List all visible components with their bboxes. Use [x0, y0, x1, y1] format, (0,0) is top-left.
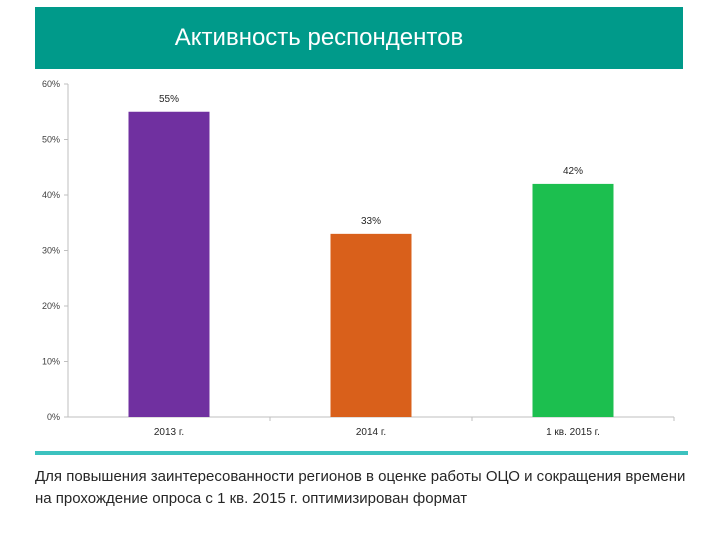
data-label: 55% [159, 94, 179, 105]
y-tick-label: 20% [42, 301, 60, 311]
y-tick-label: 40% [42, 190, 60, 200]
divider-line [35, 451, 688, 455]
x-tick-label: 1 кв. 2015 г. [546, 427, 600, 438]
title-banner: Активность респондентов [35, 7, 683, 69]
y-tick-label: 0% [47, 412, 60, 422]
data-label: 33% [361, 216, 381, 227]
x-tick-label: 2014 г. [356, 427, 386, 438]
bar [128, 111, 210, 417]
bar [330, 233, 412, 417]
data-label: 42% [563, 166, 583, 177]
x-tick-label: 2013 г. [154, 427, 184, 438]
y-tick-label: 60% [42, 79, 60, 89]
y-tick-label: 50% [42, 135, 60, 145]
y-tick-label: 30% [42, 246, 60, 256]
caption-text: Для повышения заинтересованности регионо… [35, 468, 686, 507]
bar [532, 183, 614, 417]
y-tick-label: 10% [42, 357, 60, 367]
chart-title: Активность респондентов [174, 24, 464, 51]
bar-chart: 0% 10% 20% 30% 40% 50% 60% 55% 2013 г. 33% 2014 г.… [42, 79, 675, 438]
